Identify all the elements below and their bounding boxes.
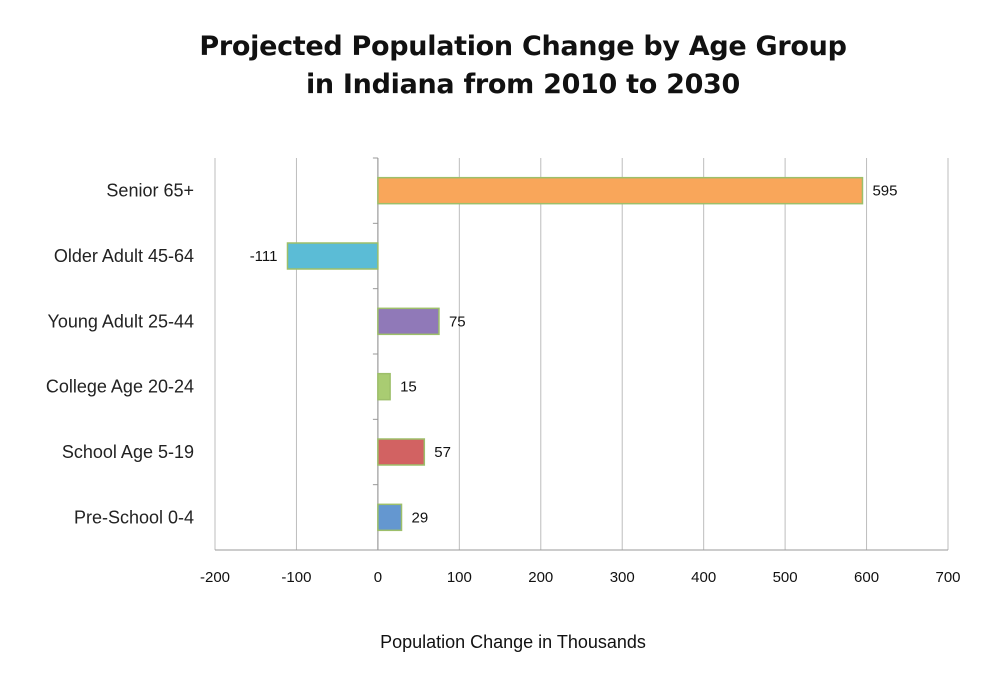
data-label: 75 bbox=[449, 313, 466, 330]
data-label: 15 bbox=[400, 379, 417, 396]
x-tick-label: 400 bbox=[691, 569, 716, 586]
category-label: Young Adult 25-44 bbox=[48, 311, 194, 331]
bar bbox=[286, 242, 379, 270]
data-label: 595 bbox=[872, 183, 897, 200]
data-label: 57 bbox=[434, 444, 451, 461]
gridlines bbox=[214, 157, 949, 551]
x-axis-title: Population Change in Thousands bbox=[380, 632, 646, 652]
bar bbox=[377, 503, 403, 532]
x-tick-labels: -200 -100 0 100 200 300 400 500 600 700 bbox=[200, 569, 961, 586]
x-tick-label: 300 bbox=[610, 569, 635, 586]
bar bbox=[377, 372, 391, 401]
category-label: Pre-School 0-4 bbox=[74, 507, 194, 527]
x-tick-label: 500 bbox=[773, 569, 798, 586]
category-label: Older Adult 45-64 bbox=[54, 246, 194, 266]
bars bbox=[286, 176, 864, 532]
data-label: 29 bbox=[412, 509, 429, 526]
x-tick-label: 700 bbox=[935, 569, 960, 586]
x-tick-label: -100 bbox=[281, 569, 311, 586]
chart-title: Projected Population Change by Age Group… bbox=[0, 28, 1000, 104]
x-tick-label: 200 bbox=[528, 569, 553, 586]
chart-title-line-2: in Indiana from 2010 to 2030 bbox=[305, 69, 741, 100]
category-label: School Age 5-19 bbox=[62, 442, 194, 462]
x-tick-label: -200 bbox=[200, 569, 230, 586]
bar bbox=[377, 438, 426, 466]
category-label: Senior 65+ bbox=[106, 181, 194, 201]
data-labels: 595 -111 75 15 57 29 bbox=[250, 183, 898, 527]
x-tick-label: 0 bbox=[374, 569, 382, 586]
chart-title-line-1: Projected Population Change by Age Group bbox=[199, 31, 847, 62]
bar bbox=[377, 176, 864, 205]
data-label: -111 bbox=[250, 248, 278, 265]
bar bbox=[377, 307, 440, 336]
category-label: College Age 20-24 bbox=[46, 377, 194, 397]
x-tick-label: 600 bbox=[854, 569, 879, 586]
category-labels: Senior 65+ Older Adult 45-64 Young Adult 2… bbox=[46, 181, 194, 528]
x-tick-label: 100 bbox=[447, 569, 472, 586]
